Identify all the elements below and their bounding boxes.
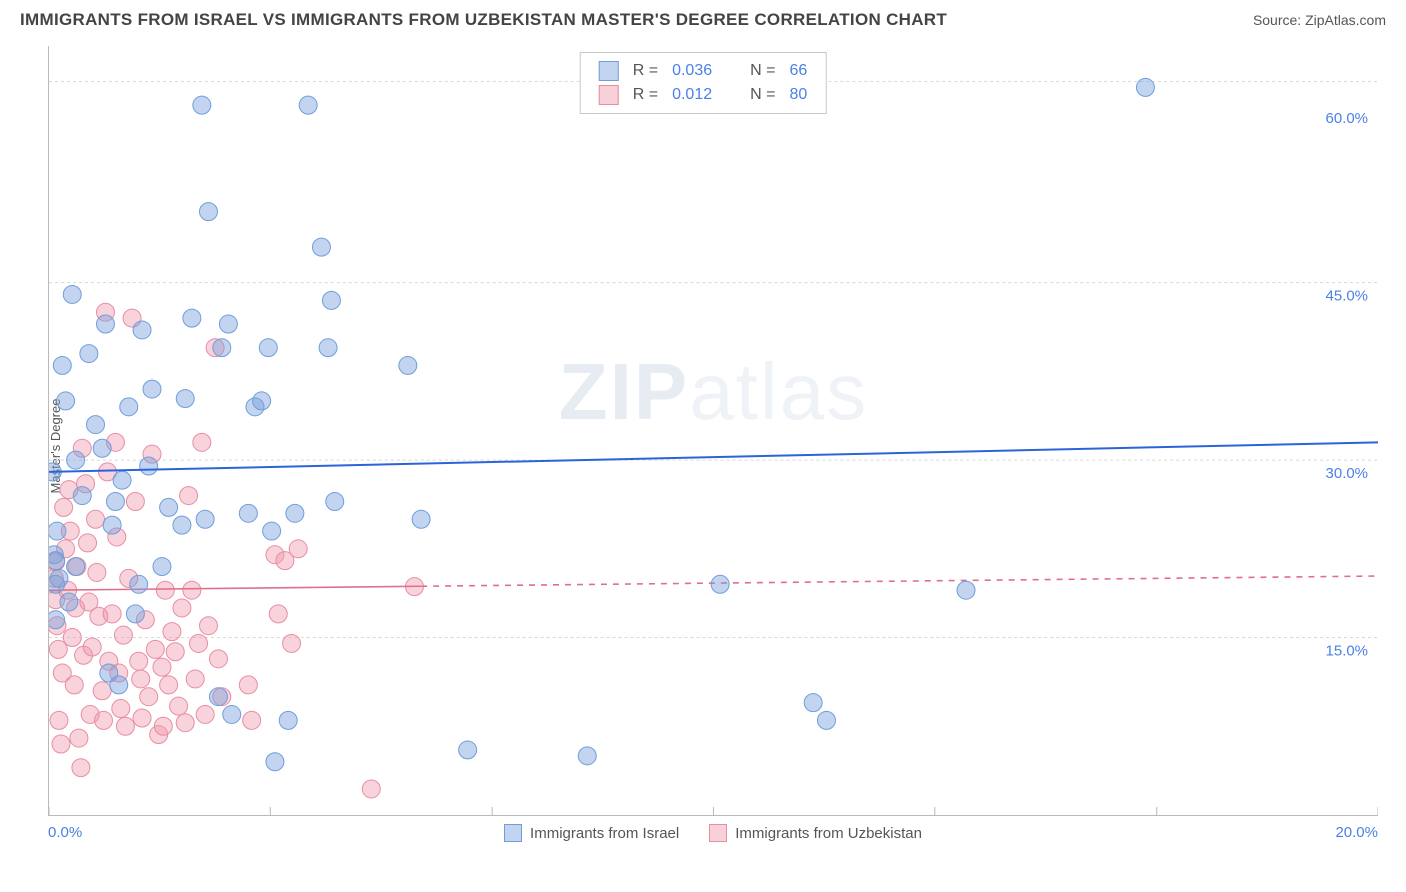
r-value: 0.036 [672, 59, 712, 83]
n-value: 66 [789, 59, 807, 83]
swatch-pink-icon [709, 824, 727, 842]
svg-text:60.0%: 60.0% [1326, 110, 1368, 127]
scatter-plot: 15.0%30.0%45.0%60.0% ZIPatlas [48, 46, 1378, 816]
legend-item-b: Immigrants from Uzbekistan [709, 824, 922, 842]
svg-text:45.0%: 45.0% [1326, 288, 1368, 305]
svg-text:30.0%: 30.0% [1326, 465, 1368, 482]
r-label: R = [633, 59, 658, 83]
stats-row-b: R = 0.012 N = 80 [599, 83, 808, 107]
svg-text:15.0%: 15.0% [1326, 643, 1368, 660]
stats-row-a: R = 0.036 N = 66 [599, 59, 808, 83]
n-label: N = [750, 59, 775, 83]
legend-item-a: Immigrants from Israel [504, 824, 679, 842]
legend-bottom: Immigrants from Israel Immigrants from U… [48, 824, 1378, 842]
r-value: 0.012 [672, 83, 712, 107]
n-value: 80 [789, 83, 807, 107]
legend-label-b: Immigrants from Uzbekistan [735, 825, 922, 842]
chart-title: IMMIGRANTS FROM ISRAEL VS IMMIGRANTS FRO… [20, 10, 947, 30]
source-attribution: Source: ZipAtlas.com [1253, 12, 1386, 28]
swatch-pink-icon [599, 85, 619, 105]
source-name: ZipAtlas.com [1305, 12, 1386, 28]
swatch-blue-icon [599, 61, 619, 81]
swatch-blue-icon [504, 824, 522, 842]
legend-label-a: Immigrants from Israel [530, 825, 679, 842]
stats-legend: R = 0.036 N = 66 R = 0.012 N = 80 [580, 52, 827, 114]
source-prefix: Source: [1253, 12, 1305, 28]
n-label: N = [750, 83, 775, 107]
r-label: R = [633, 83, 658, 107]
